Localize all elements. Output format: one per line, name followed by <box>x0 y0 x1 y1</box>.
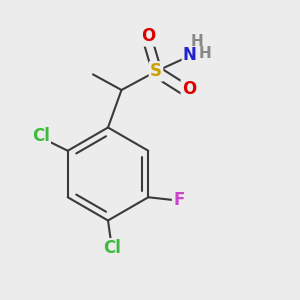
Text: N: N <box>183 46 197 64</box>
Text: H: H <box>199 46 211 61</box>
Text: Cl: Cl <box>103 239 121 257</box>
Text: F: F <box>173 191 184 209</box>
Text: O: O <box>182 80 196 98</box>
Text: Cl: Cl <box>32 127 50 145</box>
Text: H: H <box>190 34 203 49</box>
Text: O: O <box>141 27 156 45</box>
Text: S: S <box>150 62 162 80</box>
